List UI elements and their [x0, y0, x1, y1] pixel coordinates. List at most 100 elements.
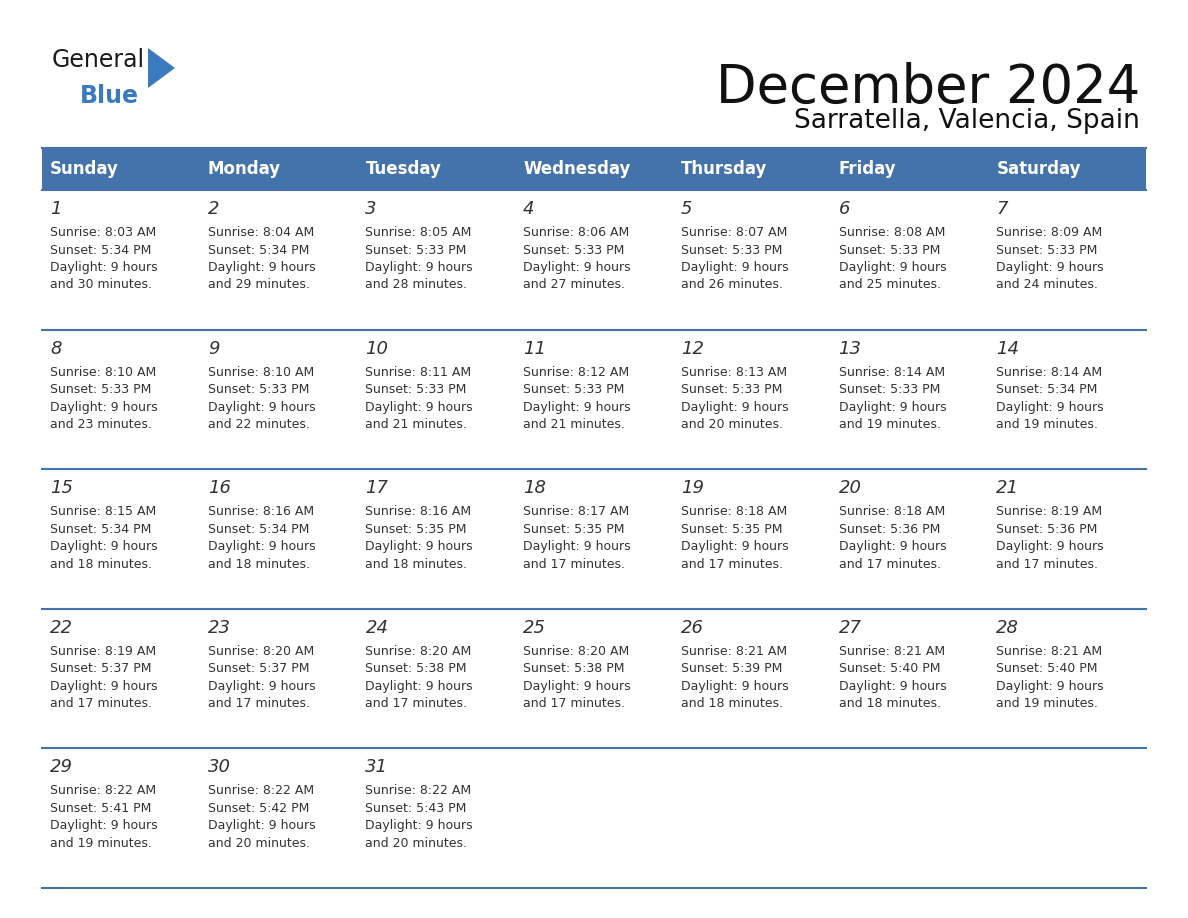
Text: Monday: Monday [208, 160, 280, 178]
Text: Sunset: 5:33 PM: Sunset: 5:33 PM [50, 383, 151, 396]
Text: and 27 minutes.: and 27 minutes. [523, 278, 625, 292]
Text: and 24 minutes.: and 24 minutes. [997, 278, 1098, 292]
Text: Sunday: Sunday [50, 160, 119, 178]
Bar [200, 190, 358, 330]
Bar [830, 469, 988, 609]
Text: Sunrise: 8:14 AM: Sunrise: 8:14 AM [997, 365, 1102, 378]
Text: Sunset: 5:34 PM: Sunset: 5:34 PM [997, 383, 1098, 396]
Text: Daylight: 9 hours: Daylight: 9 hours [997, 261, 1104, 274]
Bar [830, 748, 988, 888]
Text: Sunset: 5:35 PM: Sunset: 5:35 PM [681, 522, 783, 536]
Bar [672, 330, 830, 469]
Text: Daylight: 9 hours: Daylight: 9 hours [50, 680, 158, 693]
Bar [672, 469, 830, 609]
Bar [672, 748, 830, 888]
Text: 11: 11 [523, 340, 546, 358]
Text: Daylight: 9 hours: Daylight: 9 hours [208, 540, 315, 554]
Bar [672, 148, 830, 190]
Text: Daylight: 9 hours: Daylight: 9 hours [523, 261, 631, 274]
Bar [988, 148, 1146, 190]
Text: 27: 27 [839, 619, 861, 637]
Text: Sunset: 5:38 PM: Sunset: 5:38 PM [366, 662, 467, 676]
Text: 16: 16 [208, 479, 230, 498]
Text: Friday: Friday [839, 160, 896, 178]
Text: 1: 1 [50, 200, 62, 218]
Text: Sunrise: 8:20 AM: Sunrise: 8:20 AM [523, 644, 630, 658]
Text: Sunrise: 8:03 AM: Sunrise: 8:03 AM [50, 226, 157, 239]
Text: and 22 minutes.: and 22 minutes. [208, 418, 310, 431]
Text: Daylight: 9 hours: Daylight: 9 hours [681, 400, 789, 414]
Text: Daylight: 9 hours: Daylight: 9 hours [208, 400, 315, 414]
Text: 17: 17 [366, 479, 388, 498]
Bar [358, 190, 516, 330]
Text: Daylight: 9 hours: Daylight: 9 hours [50, 540, 158, 554]
Text: Sunset: 5:33 PM: Sunset: 5:33 PM [681, 383, 782, 396]
Text: Sunrise: 8:16 AM: Sunrise: 8:16 AM [208, 505, 314, 518]
Text: Sunrise: 8:08 AM: Sunrise: 8:08 AM [839, 226, 944, 239]
Bar [988, 748, 1146, 888]
Text: Daylight: 9 hours: Daylight: 9 hours [839, 261, 946, 274]
Text: and 17 minutes.: and 17 minutes. [366, 698, 467, 711]
Text: Daylight: 9 hours: Daylight: 9 hours [681, 680, 789, 693]
Text: 31: 31 [366, 758, 388, 777]
Bar [358, 748, 516, 888]
Text: Sunset: 5:33 PM: Sunset: 5:33 PM [839, 383, 940, 396]
Text: 6: 6 [839, 200, 851, 218]
Text: and 28 minutes.: and 28 minutes. [366, 278, 467, 292]
Text: Daylight: 9 hours: Daylight: 9 hours [366, 400, 473, 414]
Text: 14: 14 [997, 340, 1019, 358]
Text: Daylight: 9 hours: Daylight: 9 hours [997, 680, 1104, 693]
Text: Sunrise: 8:19 AM: Sunrise: 8:19 AM [997, 505, 1102, 518]
Text: and 21 minutes.: and 21 minutes. [523, 418, 625, 431]
Text: 23: 23 [208, 619, 230, 637]
Bar [42, 748, 200, 888]
Bar [200, 609, 358, 748]
Bar [672, 190, 830, 330]
Text: and 18 minutes.: and 18 minutes. [839, 698, 941, 711]
Text: Sunset: 5:37 PM: Sunset: 5:37 PM [50, 662, 152, 676]
Text: 18: 18 [523, 479, 546, 498]
Text: Sunset: 5:34 PM: Sunset: 5:34 PM [208, 522, 309, 536]
Text: 8: 8 [50, 340, 62, 358]
Text: Sunrise: 8:07 AM: Sunrise: 8:07 AM [681, 226, 788, 239]
Text: and 18 minutes.: and 18 minutes. [366, 558, 467, 571]
Text: Sunset: 5:43 PM: Sunset: 5:43 PM [366, 802, 467, 815]
Text: and 21 minutes.: and 21 minutes. [366, 418, 467, 431]
Text: and 17 minutes.: and 17 minutes. [523, 558, 625, 571]
Text: Daylight: 9 hours: Daylight: 9 hours [366, 540, 473, 554]
Text: Daylight: 9 hours: Daylight: 9 hours [523, 680, 631, 693]
Text: Sunset: 5:33 PM: Sunset: 5:33 PM [681, 243, 782, 256]
Text: Sunset: 5:33 PM: Sunset: 5:33 PM [839, 243, 940, 256]
Text: 28: 28 [997, 619, 1019, 637]
Bar [988, 190, 1146, 330]
Text: Sunrise: 8:20 AM: Sunrise: 8:20 AM [366, 644, 472, 658]
Text: and 20 minutes.: and 20 minutes. [681, 418, 783, 431]
Text: Sunset: 5:34 PM: Sunset: 5:34 PM [50, 243, 151, 256]
Text: Sunrise: 8:15 AM: Sunrise: 8:15 AM [50, 505, 157, 518]
Text: Sunrise: 8:09 AM: Sunrise: 8:09 AM [997, 226, 1102, 239]
Text: Blue: Blue [80, 84, 139, 108]
Text: Sunrise: 8:21 AM: Sunrise: 8:21 AM [681, 644, 786, 658]
Text: 10: 10 [366, 340, 388, 358]
Text: Sunrise: 8:19 AM: Sunrise: 8:19 AM [50, 644, 156, 658]
Text: Daylight: 9 hours: Daylight: 9 hours [50, 820, 158, 833]
Text: 9: 9 [208, 340, 220, 358]
Text: and 17 minutes.: and 17 minutes. [50, 698, 152, 711]
Text: Sunrise: 8:18 AM: Sunrise: 8:18 AM [681, 505, 788, 518]
Text: Daylight: 9 hours: Daylight: 9 hours [208, 680, 315, 693]
Text: and 17 minutes.: and 17 minutes. [208, 698, 310, 711]
Bar [358, 469, 516, 609]
Text: Daylight: 9 hours: Daylight: 9 hours [681, 261, 789, 274]
Text: and 25 minutes.: and 25 minutes. [839, 278, 941, 292]
Bar [200, 748, 358, 888]
Text: and 19 minutes.: and 19 minutes. [839, 418, 941, 431]
Text: Sunset: 5:42 PM: Sunset: 5:42 PM [208, 802, 309, 815]
Text: Sunrise: 8:05 AM: Sunrise: 8:05 AM [366, 226, 472, 239]
Text: Daylight: 9 hours: Daylight: 9 hours [839, 400, 946, 414]
Text: Daylight: 9 hours: Daylight: 9 hours [997, 400, 1104, 414]
Bar [516, 190, 672, 330]
Text: Sunset: 5:35 PM: Sunset: 5:35 PM [523, 522, 625, 536]
Text: Sunrise: 8:14 AM: Sunrise: 8:14 AM [839, 365, 944, 378]
Text: Daylight: 9 hours: Daylight: 9 hours [839, 540, 946, 554]
Text: and 29 minutes.: and 29 minutes. [208, 278, 310, 292]
